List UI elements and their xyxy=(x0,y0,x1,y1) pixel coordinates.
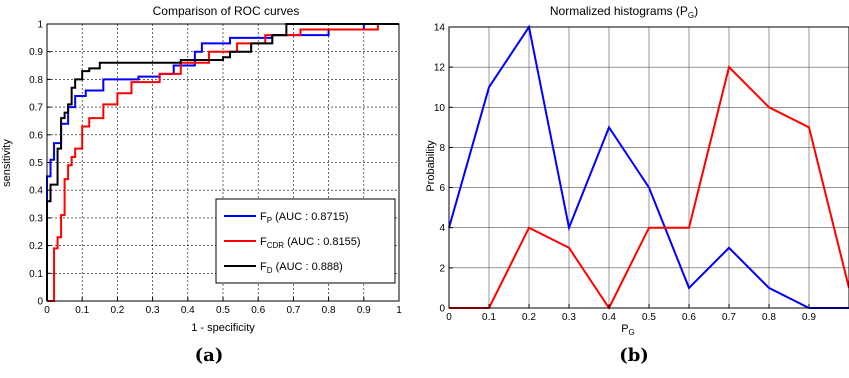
panel-label-a: (a) xyxy=(195,345,224,366)
histogram-title-end: ) xyxy=(694,4,698,18)
histogram-y-tick-label: 8 xyxy=(439,143,445,154)
roc-legend-name: F xyxy=(260,236,267,248)
histogram-x-tick-label: 0.3 xyxy=(562,312,576,323)
roc-chart-title: Comparison of ROC curves xyxy=(153,4,300,18)
roc-x-tick-label: 1 xyxy=(396,305,402,316)
roc-y-tick-label: 0.7 xyxy=(29,103,43,114)
roc-y-tick-label: 0 xyxy=(37,297,43,308)
histogram-x-tick-label: 0.5 xyxy=(642,312,656,323)
roc-x-tick-label: 0.6 xyxy=(251,305,265,316)
histogram-x-tick-label: 0.6 xyxy=(682,312,696,323)
roc-chart-panel: Comparison of ROC curves 0 0.1 0.2 0.3 0.4 0.… xyxy=(1,4,402,366)
roc-x-tick-label: 0.1 xyxy=(75,305,89,316)
roc-x-tick-label: 0.5 xyxy=(216,305,230,316)
histogram-title-text: Normalized histograms (P xyxy=(550,4,688,18)
roc-y-tick-label: 0.6 xyxy=(29,130,43,141)
roc-y-tick-label: 0.8 xyxy=(29,75,43,86)
roc-legend-subscript: CDR xyxy=(267,241,285,250)
roc-x-tick-label: 0.8 xyxy=(322,305,336,316)
histogram-x-tick-label: 0.1 xyxy=(482,312,496,323)
roc-legend-entry-0: FP (AUC : 0.8715) xyxy=(260,211,349,225)
roc-legend-name: F xyxy=(260,211,267,223)
histogram-chart-panel: Normalized histograms (PG) 0 0.1 0.2 0.3 0.4… xyxy=(425,4,849,366)
histogram-y-tick-label: 10 xyxy=(434,103,446,114)
histogram-y-tick-label: 4 xyxy=(439,223,445,234)
histogram-y-tick-label: 2 xyxy=(439,263,445,274)
histogram-y-axis-label: Probability xyxy=(425,140,437,192)
histogram-x-tick-label: 0.8 xyxy=(762,312,776,323)
roc-legend-name: F xyxy=(260,261,267,273)
histogram-x-label-text: P xyxy=(621,323,628,335)
roc-x-axis-label: 1 - specificity xyxy=(191,322,255,334)
histogram-x-tick-label: 0.4 xyxy=(602,312,616,323)
roc-x-tick-label: 0.4 xyxy=(181,305,195,316)
roc-legend-auc: (AUC : 0.888) xyxy=(273,261,343,273)
histogram-title-subscript: G xyxy=(688,11,694,20)
histogram-y-tick-label: 12 xyxy=(434,63,446,74)
roc-x-tick-label: 0 xyxy=(44,305,50,316)
roc-legend-auc: (AUC : 0.8155) xyxy=(284,236,360,248)
roc-x-ticks: 0 0.1 0.2 0.3 0.4 0.5 0.6 0.7 0.8 0.9 1 xyxy=(44,297,402,316)
roc-legend-entry-1: FCDR (AUC : 0.8155) xyxy=(260,236,361,250)
panel-label-b: (b) xyxy=(619,345,649,366)
histogram-x-label-subscript: G xyxy=(629,328,635,337)
histogram-x-tick-label: 0 xyxy=(446,312,452,323)
roc-series-line-2 xyxy=(46,23,399,301)
roc-x-tick-label: 0.2 xyxy=(110,305,124,316)
roc-y-tick-label: 1 xyxy=(37,20,43,31)
roc-y-axis-label: sensitivity xyxy=(1,139,13,187)
histogram-x-ticks: 0 0.1 0.2 0.3 0.4 0.5 0.6 0.7 0.8 0.9 xyxy=(446,304,816,323)
roc-y-tick-label: 0.1 xyxy=(29,269,43,280)
roc-legend-subscript: P xyxy=(267,216,272,225)
roc-x-tick-label: 0.3 xyxy=(146,305,160,316)
roc-y-tick-label: 0.2 xyxy=(29,241,43,252)
histogram-y-tick-label: 6 xyxy=(439,183,445,194)
roc-y-tick-label: 0.3 xyxy=(29,213,43,224)
roc-legend-auc: (AUC : 0.8715) xyxy=(272,211,348,223)
roc-legend-subscript: D xyxy=(267,266,273,275)
roc-y-ticks: 0 0.1 0.2 0.3 0.4 0.5 0.6 0.7 0.8 0.9 1 xyxy=(29,20,51,308)
histogram-y-ticks: 0 2 4 6 8 10 12 14 xyxy=(434,23,453,315)
roc-y-tick-label: 0.5 xyxy=(29,158,43,169)
histogram-chart-title: Normalized histograms (PG) xyxy=(550,4,698,20)
roc-x-tick-label: 0.7 xyxy=(286,305,300,316)
histogram-x-axis-label: PG xyxy=(621,323,635,337)
histogram-y-tick-label: 0 xyxy=(439,304,445,315)
roc-legend: FP (AUC : 0.8715)FCDR (AUC : 0.8155)FD (… xyxy=(215,198,396,284)
roc-curves xyxy=(46,23,399,302)
roc-legend-entry-2: FD (AUC : 0.888) xyxy=(260,261,343,275)
roc-y-tick-label: 0.9 xyxy=(29,47,43,58)
histogram-series-line-0 xyxy=(448,24,849,309)
histogram-x-tick-label: 0.9 xyxy=(802,312,816,323)
roc-x-tick-label: 0.9 xyxy=(357,305,371,316)
roc-y-tick-label: 0.4 xyxy=(29,186,43,197)
histogram-x-tick-label: 0.7 xyxy=(722,312,736,323)
histogram-x-tick-label: 0.2 xyxy=(522,312,536,323)
histogram-series-line-1 xyxy=(449,65,849,310)
histogram-y-tick-label: 14 xyxy=(434,23,446,34)
histogram-curves xyxy=(448,24,849,310)
